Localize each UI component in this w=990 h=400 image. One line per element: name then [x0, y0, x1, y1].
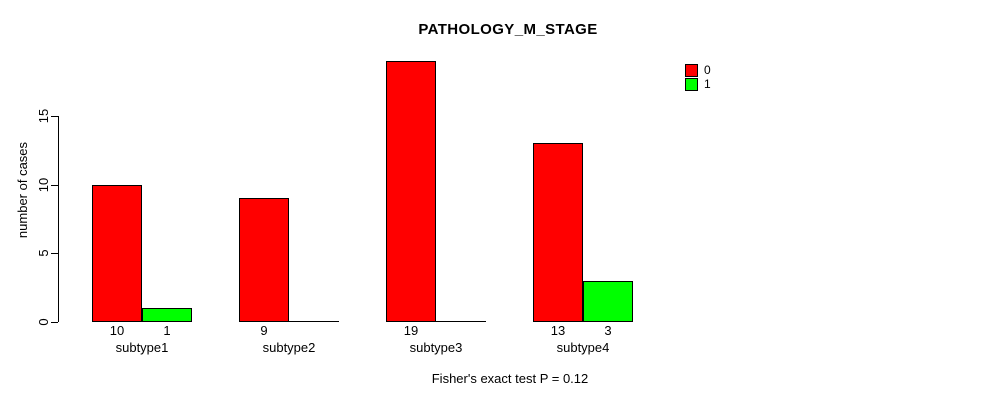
legend-entry-0: 0 [685, 63, 711, 77]
y-tick-mark [51, 185, 58, 186]
bar-value-label: 9 [260, 323, 268, 338]
x-category-label: subtype3 [409, 340, 463, 355]
bar-value-label: 13 [550, 323, 566, 338]
y-axis-title: number of cases [14, 141, 30, 239]
bar-subtype4-series-0 [533, 143, 583, 322]
y-axis-line [58, 116, 59, 322]
legend-label: 0 [704, 62, 711, 77]
bar-value-label: 1 [163, 323, 171, 338]
y-tick-mark [51, 322, 58, 323]
bar-subtype1-series-1 [142, 308, 192, 322]
bar-subtype2-series-0 [239, 198, 289, 322]
bar-value-label: 3 [604, 323, 612, 338]
bar-value-label: 19 [403, 323, 419, 338]
x-category-label: subtype2 [262, 340, 316, 355]
bar-subtype4-series-1 [583, 281, 633, 322]
bar-subtype3-series-0 [386, 61, 436, 322]
legend-swatch-icon [685, 63, 698, 77]
bar-value-label: 10 [109, 323, 125, 338]
legend-entry-1: 1 [685, 77, 711, 91]
caption-fishers-exact-test: Fisher's exact test P = 0.12 [431, 371, 589, 386]
x-category-label: subtype1 [115, 340, 169, 355]
chart-title: PATHOLOGY_M_STAGE [418, 21, 598, 38]
y-tick-label: 5 [35, 249, 51, 257]
bar-subtype1-series-0 [92, 185, 142, 322]
legend-swatch-icon [685, 77, 698, 91]
y-tick-mark [51, 253, 58, 254]
y-tick-label: 15 [35, 108, 51, 124]
bar-subtype2-series-1-zero [289, 321, 339, 322]
y-tick-label: 0 [35, 318, 51, 326]
x-category-label: subtype4 [556, 340, 610, 355]
bar-subtype3-series-1-zero [436, 321, 486, 322]
legend-label: 1 [704, 76, 711, 91]
y-tick-mark [51, 116, 58, 117]
y-tick-label: 10 [35, 177, 51, 193]
